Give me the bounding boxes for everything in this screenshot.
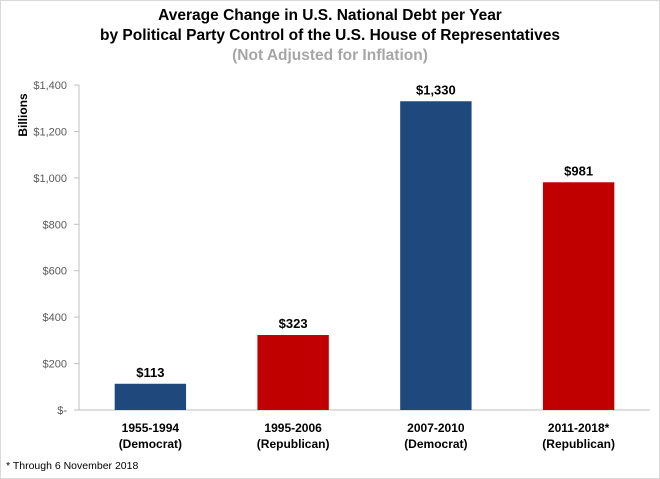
bar — [114, 383, 187, 410]
y-tick-label: $1,200 — [33, 126, 67, 138]
x-category-period: 1995-2006 — [264, 421, 322, 435]
bar — [257, 335, 329, 410]
x-category-party: (Democrat) — [404, 437, 467, 451]
chart-subtitle: (Not Adjusted for Inflation) — [232, 47, 428, 64]
x-category-period: 2011-2018* — [548, 421, 610, 435]
data-label: $113 — [136, 365, 164, 380]
x-category-party: (Republican) — [542, 437, 615, 451]
bar — [400, 101, 472, 410]
y-tick-label: $800 — [43, 219, 67, 231]
y-tick-label: $1,400 — [33, 80, 67, 92]
x-category-party: (Democrat) — [119, 437, 182, 451]
footnote: * Through 6 November 2018 — [6, 460, 139, 472]
chart-titles: Average Change in U.S. National Debt per… — [0, 6, 660, 66]
y-tick-label: $- — [57, 405, 67, 417]
data-label: $323 — [279, 316, 308, 331]
y-tick-label: $400 — [43, 312, 67, 324]
x-category-party: (Republican) — [257, 437, 330, 451]
y-tick-label: $200 — [43, 359, 67, 371]
chart-title-line-1: Average Change in U.S. National Debt per… — [158, 7, 502, 24]
y-tick-label: $600 — [43, 266, 67, 278]
x-category-period: 2007-2010 — [407, 421, 465, 435]
y-tick-label: $1,000 — [33, 173, 67, 185]
data-label: $981 — [564, 163, 593, 178]
bar — [542, 182, 615, 410]
chart-title-line-2: by Political Party Control of the U.S. H… — [100, 27, 560, 44]
data-label: $1,330 — [416, 82, 456, 97]
x-category-period: 1955-1994 — [122, 421, 180, 435]
y-axis-label: Billions — [16, 93, 30, 137]
